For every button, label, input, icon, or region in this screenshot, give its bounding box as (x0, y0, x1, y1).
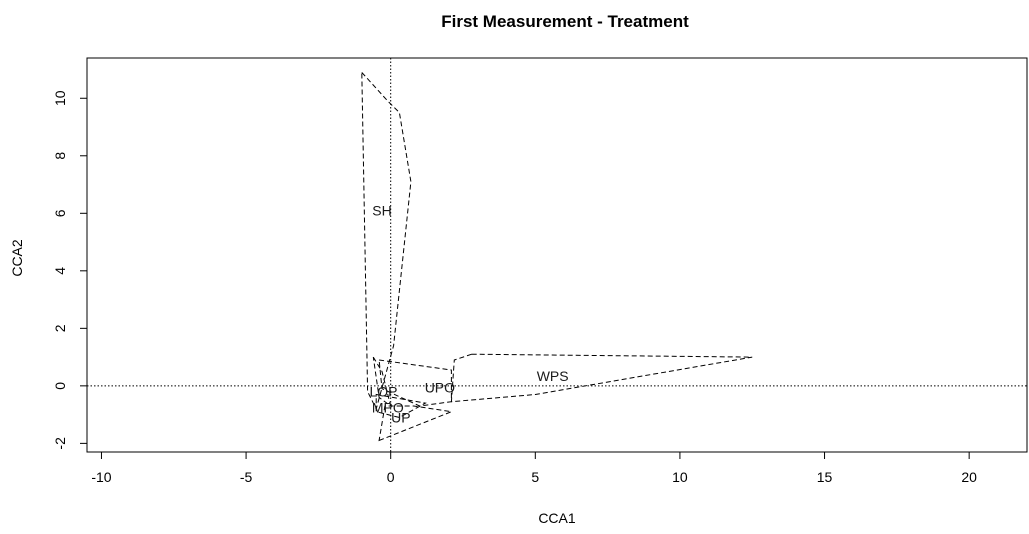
y-tick-label: 2 (52, 324, 68, 332)
y-tick-label: 10 (52, 90, 68, 106)
x-tick-label: 20 (961, 469, 977, 485)
x-axis-label: CCA1 (538, 510, 576, 526)
x-tick-label: 5 (531, 469, 539, 485)
y-tick-label: 0 (52, 382, 68, 390)
plot-frame (86, 57, 1028, 453)
group-label-upo: UPO (425, 379, 455, 395)
y-tick-label: 4 (52, 267, 68, 275)
y-tick-label: -2 (52, 437, 68, 450)
y-tick-label: 8 (52, 152, 68, 160)
group-label-mpo: MPO (372, 399, 404, 415)
y-tick-label: 6 (52, 209, 68, 217)
x-tick-label: -5 (240, 469, 253, 485)
x-tick-label: 15 (817, 469, 833, 485)
hull-mpo (375, 393, 427, 419)
group-label-wps: WPS (537, 368, 569, 384)
x-tick-label: 0 (387, 469, 395, 485)
group-label-sh: SH (372, 202, 391, 218)
hull-wps (450, 353, 753, 403)
y-axis-label: CCA2 (9, 239, 25, 277)
hull-up (378, 405, 454, 442)
x-tick-label: 10 (672, 469, 688, 485)
hull-upo (378, 359, 452, 407)
x-tick-label: -10 (91, 469, 111, 485)
group-label-lop: LOP (369, 384, 397, 400)
hull-sh (361, 71, 412, 411)
group-label-up: UP (391, 409, 410, 425)
chart-title: First Measurement - Treatment (441, 12, 689, 31)
